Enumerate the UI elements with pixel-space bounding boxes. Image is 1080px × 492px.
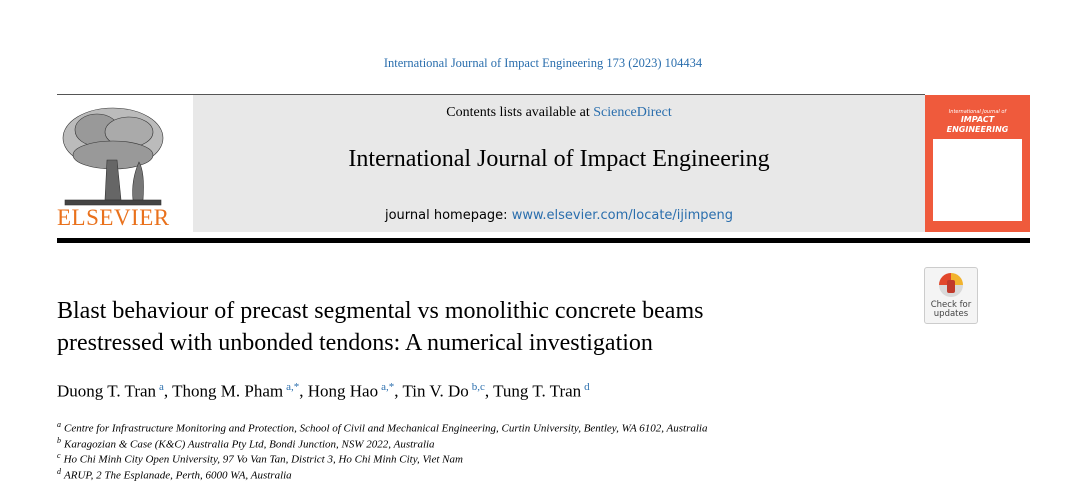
affiliation: b Karagozian & Case (K&C) Australia Pty L… [57,436,435,451]
rule [57,238,1030,243]
author-separator: , [484,381,494,401]
journal-title: International Journal of Impact Engineer… [348,146,770,172]
affiliation-mark: b [57,435,61,445]
author-affiliation-mark[interactable]: b,c [471,381,485,393]
cover-panel [933,139,1022,221]
header-box [193,95,925,232]
homepage-line: journal homepage: www.elsevier.com/locat… [193,208,925,223]
affiliation-mark: d [57,466,61,476]
author-affiliation-mark[interactable]: a,* [286,381,300,393]
affiliation-mark: a [57,420,61,429]
article-title-line: Blast behaviour of precast segmental vs … [57,298,704,324]
contents-line: Contents lists available at ScienceDirec… [193,105,925,121]
publisher-name: ELSEVIER [57,205,170,230]
homepage-link[interactable]: www.elsevier.com/locate/ijimpeng [511,208,734,223]
cover-line: IMPACT [960,115,995,124]
author-name: Tung T. Tran [493,381,582,401]
affiliation-text: Centre for Infrastructure Monitoring and… [64,422,708,435]
publisher-tree-logo [62,107,164,206]
author-affiliation-mark[interactable]: a,* [381,381,395,393]
author-name: Hong Hao [307,381,379,401]
cover-line: ENGINEERING [946,125,1009,134]
affiliation-mark: c [57,451,61,460]
author-affiliation-mark[interactable]: a [159,381,164,393]
affiliation-text: Ho Chi Minh City Open University, 97 Vo … [63,453,463,466]
rule [57,94,925,95]
article-title-line: prestressed with unbonded tendons: A num… [57,330,653,356]
affiliation: c Ho Chi Minh City Open University, 97 Vo… [57,451,463,466]
check-for-updates[interactable]: Check for updates [924,267,978,324]
cover-line: International Journal of [948,109,1007,115]
journal-reference[interactable]: International Journal of Impact Engineer… [383,56,703,70]
authors: Duong T. Tran a, Thong M. Pham a,*, Hong H… [57,381,590,402]
author-separator: , [394,381,403,401]
affiliation: d ARUP, 2 The Esplanade, Perth, 6000 WA, … [57,467,292,482]
contents-prefix: Contents lists available at [446,105,594,120]
author-name: Thong M. Pham [172,381,284,401]
affiliation: a Centre for Infrastructure Monitoring an… [57,420,707,435]
sciencedirect-link[interactable]: ScienceDirect [593,105,672,120]
author-name: Tin V. Do [402,381,469,401]
affiliation-text: Karagozian & Case (K&C) Australia Pty Lt… [64,438,435,451]
homepage-prefix: journal homepage: [384,208,512,223]
badge-text: Check for [930,300,972,310]
journal-cover[interactable]: International Journal of IMPACT ENGINEER… [925,95,1030,232]
author-affiliation-mark[interactable]: d [584,381,590,393]
badge-text: updates [933,309,969,319]
affiliation-text: ARUP, 2 The Esplanade, Perth, 6000 WA, A… [64,469,292,482]
badge-icon [939,273,963,297]
author-name: Duong T. Tran [57,381,157,401]
author-separator: , [163,381,173,401]
author-separator: , [299,381,308,401]
